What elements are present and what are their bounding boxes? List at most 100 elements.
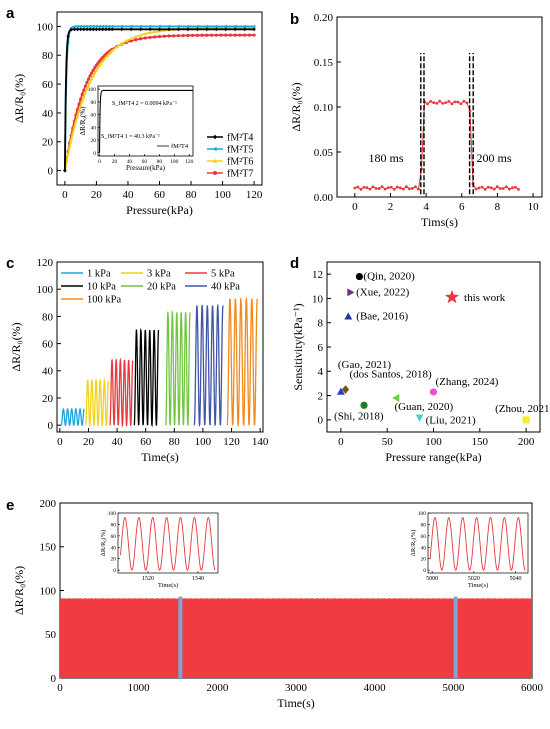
data-point [359, 187, 363, 191]
inset-y-tick-label: 20 [91, 138, 97, 144]
x-tick-label: 80 [186, 189, 198, 201]
x-tick-label: 40 [122, 189, 134, 201]
legend-label: 100 kPa [87, 295, 121, 306]
data-point [94, 24, 98, 29]
data-point [205, 27, 209, 32]
inset-y-tick-label: 0 [113, 568, 116, 574]
data-point [498, 187, 502, 190]
data-point [389, 185, 393, 189]
data-point [336, 387, 345, 395]
data-point [242, 24, 246, 29]
data-point [209, 33, 214, 37]
data-point [511, 186, 514, 190]
y-tick-label: 20 [42, 393, 54, 405]
data-point [477, 186, 481, 190]
data-point [341, 385, 350, 394]
panel-e: 0 1000 2000 3000 4000 5000 6000050100150200Tim… [6, 497, 544, 710]
data-point [110, 27, 114, 32]
point-label: this work [464, 292, 506, 304]
data-point [383, 187, 387, 191]
data-point [356, 185, 360, 189]
data-point [157, 34, 162, 39]
y-tick-label: 100 [40, 585, 57, 597]
y-tick-label: 10 [312, 293, 324, 305]
data-point [167, 27, 171, 32]
data-point [495, 185, 499, 189]
data-point [223, 24, 228, 29]
data-point [522, 416, 530, 424]
data-point [66, 34, 70, 39]
signal-envelope [59, 597, 533, 601]
data-point [148, 35, 152, 40]
y-tick-label: 40 [42, 366, 54, 378]
data-point [93, 66, 97, 70]
data-point [176, 27, 181, 32]
data-point [214, 27, 218, 32]
panel-c: 0 20 40 60 80 100 120 140 0 20 40 60 80 100 120 Time(s)… [6, 255, 269, 464]
data-point [233, 27, 237, 32]
series-line [193, 303, 224, 428]
data-point [129, 24, 133, 29]
data-point [97, 63, 102, 67]
data-point [415, 414, 424, 422]
inset-annotation: S_fM²T4 1 = 40.3 kPa⁻¹ [101, 133, 160, 140]
legend-label: 5 kPa [211, 269, 235, 280]
data-point [444, 101, 448, 105]
data-point [138, 24, 142, 29]
point-label: (Qin, 2020) [363, 271, 415, 283]
x-axis-title: Pressure(kPa) [126, 203, 193, 217]
inset-x-tick-label: 5000 [426, 576, 438, 582]
panel-label: e [6, 497, 14, 514]
data-point [153, 29, 157, 34]
data-point [195, 24, 199, 29]
data-point [66, 152, 70, 156]
data-point [186, 33, 190, 38]
data-point [75, 24, 79, 29]
inset-a: 0 20 40 60 80 100 120 0 20 40 60 80 100 Pressure(kPa)… [79, 85, 194, 172]
inset-y-axis-title: ΔR/R₀(%) [79, 106, 87, 135]
inset-curve [120, 516, 216, 571]
data-point [450, 102, 454, 106]
data-point [85, 87, 89, 91]
data-point [414, 185, 417, 189]
y-tick-label: 60 [42, 79, 54, 91]
data-point [129, 36, 133, 40]
data-point [395, 185, 399, 189]
data-point [69, 138, 73, 142]
y-tick-label: 0.10 [314, 102, 334, 114]
data-point [438, 99, 442, 103]
annotation: 200 ms [476, 151, 511, 165]
data-point [429, 100, 432, 103]
data-point [200, 25, 204, 30]
point-label: (Liu, 2021) [426, 414, 476, 426]
y-axis-title: ΔR/R₀(%) [9, 322, 23, 371]
data-point [417, 187, 420, 191]
data-point [360, 401, 368, 409]
data-point [453, 100, 457, 104]
inset-e: 1520 1540 0 20 40 60 80 100 Time(s) ΔR/R₀(%) [100, 511, 219, 589]
y-tick-label: 0.15 [314, 57, 334, 69]
y-tick-label: 200 [40, 498, 57, 510]
data-point [115, 45, 119, 49]
inset-x-tick-label: 40 [127, 159, 133, 165]
data-point [504, 185, 508, 189]
inset-x-tick-label: 100 [170, 159, 179, 165]
data-point [243, 27, 247, 32]
data-point [86, 83, 91, 87]
legend-label: 3 kPa [147, 269, 171, 280]
data-point [80, 99, 84, 103]
data-point [355, 272, 364, 281]
data-point [100, 24, 105, 29]
data-point [176, 34, 181, 38]
x-tick-label: 200 [518, 436, 535, 448]
inset-y-tick-label: 60 [111, 534, 117, 540]
data-point [88, 24, 92, 29]
data-point [75, 27, 80, 32]
data-point [82, 88, 86, 92]
data-point [441, 101, 445, 105]
inset-x-tick-label: 80 [157, 159, 163, 165]
inset-y-axis-title: ΔR/R₀(%) [100, 530, 107, 557]
data-point [138, 37, 143, 41]
data-point [432, 101, 436, 105]
point-label: (Zhang, 2024) [436, 376, 499, 388]
